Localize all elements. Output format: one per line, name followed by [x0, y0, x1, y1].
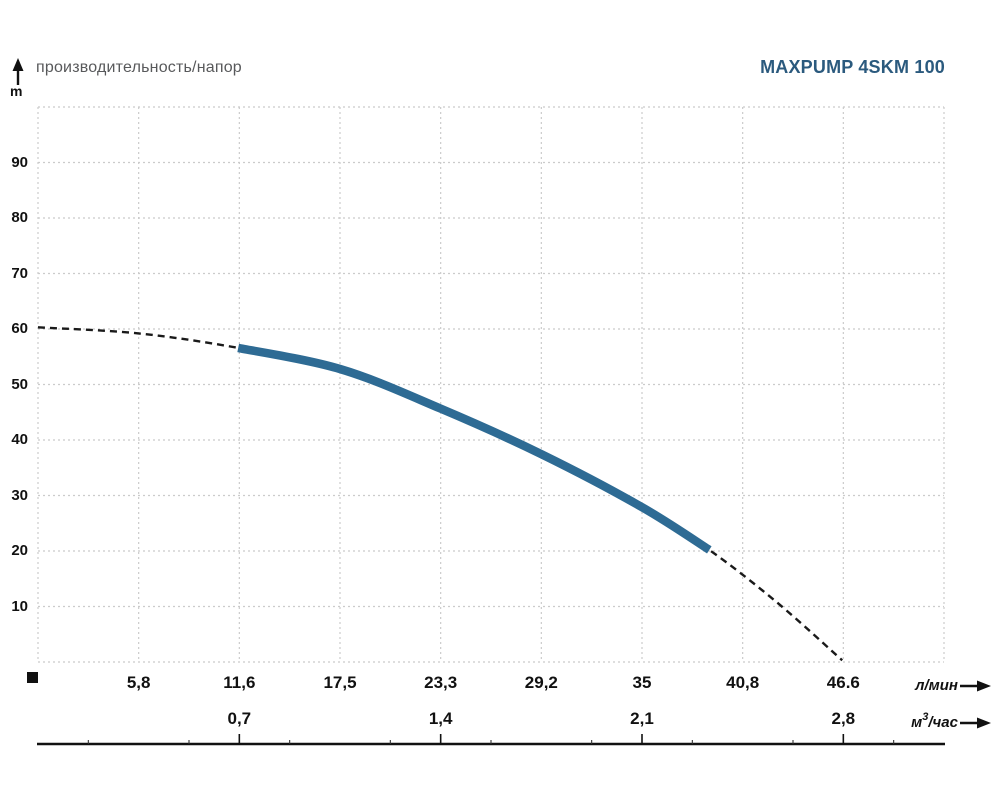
m3h-tick-label: 2,1 [630, 709, 654, 728]
y-axis-unit-label: m [10, 83, 23, 99]
origin-marker-square [27, 672, 38, 683]
lmin-axis-arrow-icon [960, 680, 991, 692]
y-axis-tick-label: 50 [11, 375, 28, 393]
y-axis-tick-label: 80 [11, 209, 28, 226]
m3h-unit-label: м3/час [911, 711, 958, 731]
lmin-tick-label: 46.6 [826, 673, 860, 692]
y-axis-tick-label: 40 [11, 431, 28, 448]
lmin-tick-label: 5,8 [126, 673, 151, 692]
lmin-tick-label: 40,8 [726, 673, 760, 692]
lmin-tick-label: 23,3 [424, 673, 458, 692]
grid-lines [37, 106, 945, 663]
pump-curve-solid [237, 343, 712, 554]
pump-curve [37, 326, 843, 662]
bottom-axis [37, 734, 945, 746]
lmin-tick-label: 17,5 [323, 673, 357, 692]
m3h-tick-label: 1,4 [428, 709, 453, 728]
chart-caption: производительность/напор [36, 59, 242, 76]
lmin-tick-label: 35 [632, 673, 652, 692]
y-axis-tick-label: 10 [11, 597, 28, 615]
y-axis-tick-label: 90 [11, 153, 28, 171]
m3h-axis-arrow-icon [960, 717, 991, 729]
y-axis-tick-label: 60 [11, 320, 28, 337]
y-axis-arrow-icon [12, 58, 24, 85]
m3h-tick-label: 2,8 [831, 709, 856, 728]
m3h-tick-label: 0,7 [227, 709, 252, 728]
lmin-tick-label: 11,6 [223, 673, 256, 692]
pump-model-title: MAXPUMP 4SKM 100 [760, 57, 945, 77]
lmin-tick-label: 29,2 [524, 673, 558, 692]
lmin-unit-label: л/мин [915, 677, 958, 694]
y-axis-tick-label: 70 [11, 264, 28, 282]
y-axis-tick-label: 30 [11, 486, 28, 504]
y-axis-tick-label: 20 [11, 542, 28, 559]
